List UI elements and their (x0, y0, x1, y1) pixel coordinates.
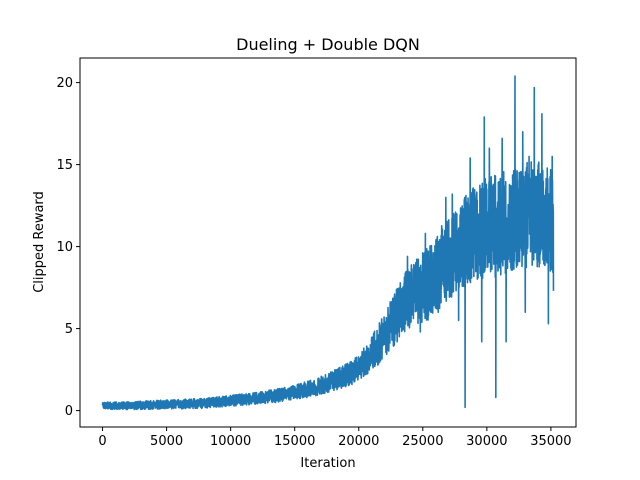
chart-title: Dueling + Double DQN (236, 35, 420, 54)
x-tick-label: 25000 (402, 434, 443, 449)
x-tick-label: 5000 (150, 434, 183, 449)
x-tick-label: 20000 (338, 434, 379, 449)
x-tick-label: 0 (98, 434, 106, 449)
x-axis-ticks: 0 5000 10000 15000 20000 25000 30000 35000 (98, 427, 572, 449)
y-tick-label: 10 (56, 240, 73, 255)
x-axis-label: Iteration (300, 456, 355, 471)
y-tick-label: 0 (65, 404, 73, 419)
x-tick-label: 15000 (274, 434, 315, 449)
x-tick-label: 30000 (466, 434, 507, 449)
plot-area (79, 57, 577, 428)
x-tick-label: 35000 (530, 434, 571, 449)
y-axis-label: Clipped Reward (32, 191, 47, 293)
series-layer (101, 75, 555, 411)
y-axis-ticks: 0 5 10 15 20 (56, 76, 80, 419)
y-tick-label: 5 (65, 322, 73, 337)
y-tick-label: 15 (56, 158, 73, 173)
series-line (101, 75, 555, 411)
y-tick-label: 20 (56, 76, 73, 91)
x-tick-label: 10000 (210, 434, 251, 449)
plot-frame (79, 57, 577, 428)
